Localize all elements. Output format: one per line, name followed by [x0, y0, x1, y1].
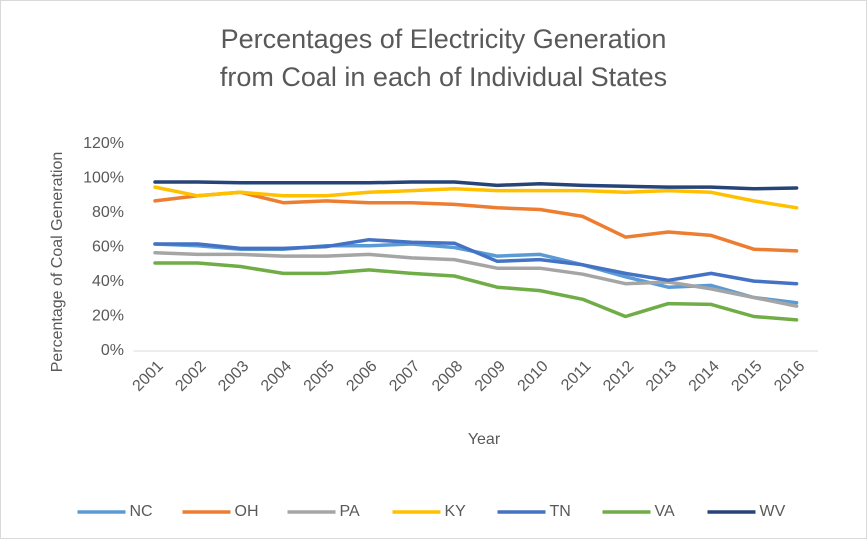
y-tick-label: 80%	[92, 204, 124, 221]
y-tick-label: 120%	[83, 135, 124, 152]
legend-label: TN	[550, 503, 571, 520]
y-tick-label: 0%	[101, 342, 124, 359]
legend-label: WV	[760, 503, 786, 520]
x-tick-label: 2002	[172, 358, 209, 395]
x-tick-label: 2015	[728, 358, 765, 395]
x-tick-label: 2009	[472, 358, 509, 395]
chart-title: Percentages of Electricity Generation fr…	[219, 24, 668, 92]
x-tick-label: 2014	[686, 358, 723, 395]
x-tick-label: 2010	[515, 358, 552, 395]
x-tick-label: 2001	[130, 358, 167, 395]
x-tick-label: 2008	[429, 358, 466, 395]
y-tick-label: 100%	[83, 170, 124, 187]
legend-label: PA	[340, 503, 360, 520]
series-line	[153, 190, 799, 253]
legend-label: NC	[130, 503, 153, 520]
legend-label: VA	[655, 503, 675, 520]
legend-label: OH	[235, 503, 259, 520]
series-line	[153, 237, 799, 286]
x-axis-label: Year	[468, 431, 501, 448]
x-tick-label: 2012	[600, 358, 637, 395]
x-tick-label: 2013	[643, 358, 680, 395]
x-tick-label: 2003	[215, 358, 252, 395]
series-line	[153, 261, 799, 322]
series-line	[153, 185, 799, 210]
y-axis-label: Percentage of Coal Generation	[49, 152, 66, 373]
x-tick-label: 2011	[558, 358, 594, 394]
x-tick-label: 2016	[771, 358, 808, 395]
series-line	[153, 250, 799, 308]
y-tick-label: 40%	[92, 273, 124, 290]
legend-label: KY	[445, 503, 467, 520]
x-tick-label: 2007	[386, 358, 423, 395]
x-tick-label: 2006	[343, 358, 380, 395]
series-line	[153, 180, 799, 191]
y-tick-label: 60%	[92, 239, 124, 256]
y-tick-label: 20%	[92, 308, 124, 325]
x-tick-label: 2005	[301, 358, 338, 395]
x-tick-label: 2004	[258, 358, 295, 395]
